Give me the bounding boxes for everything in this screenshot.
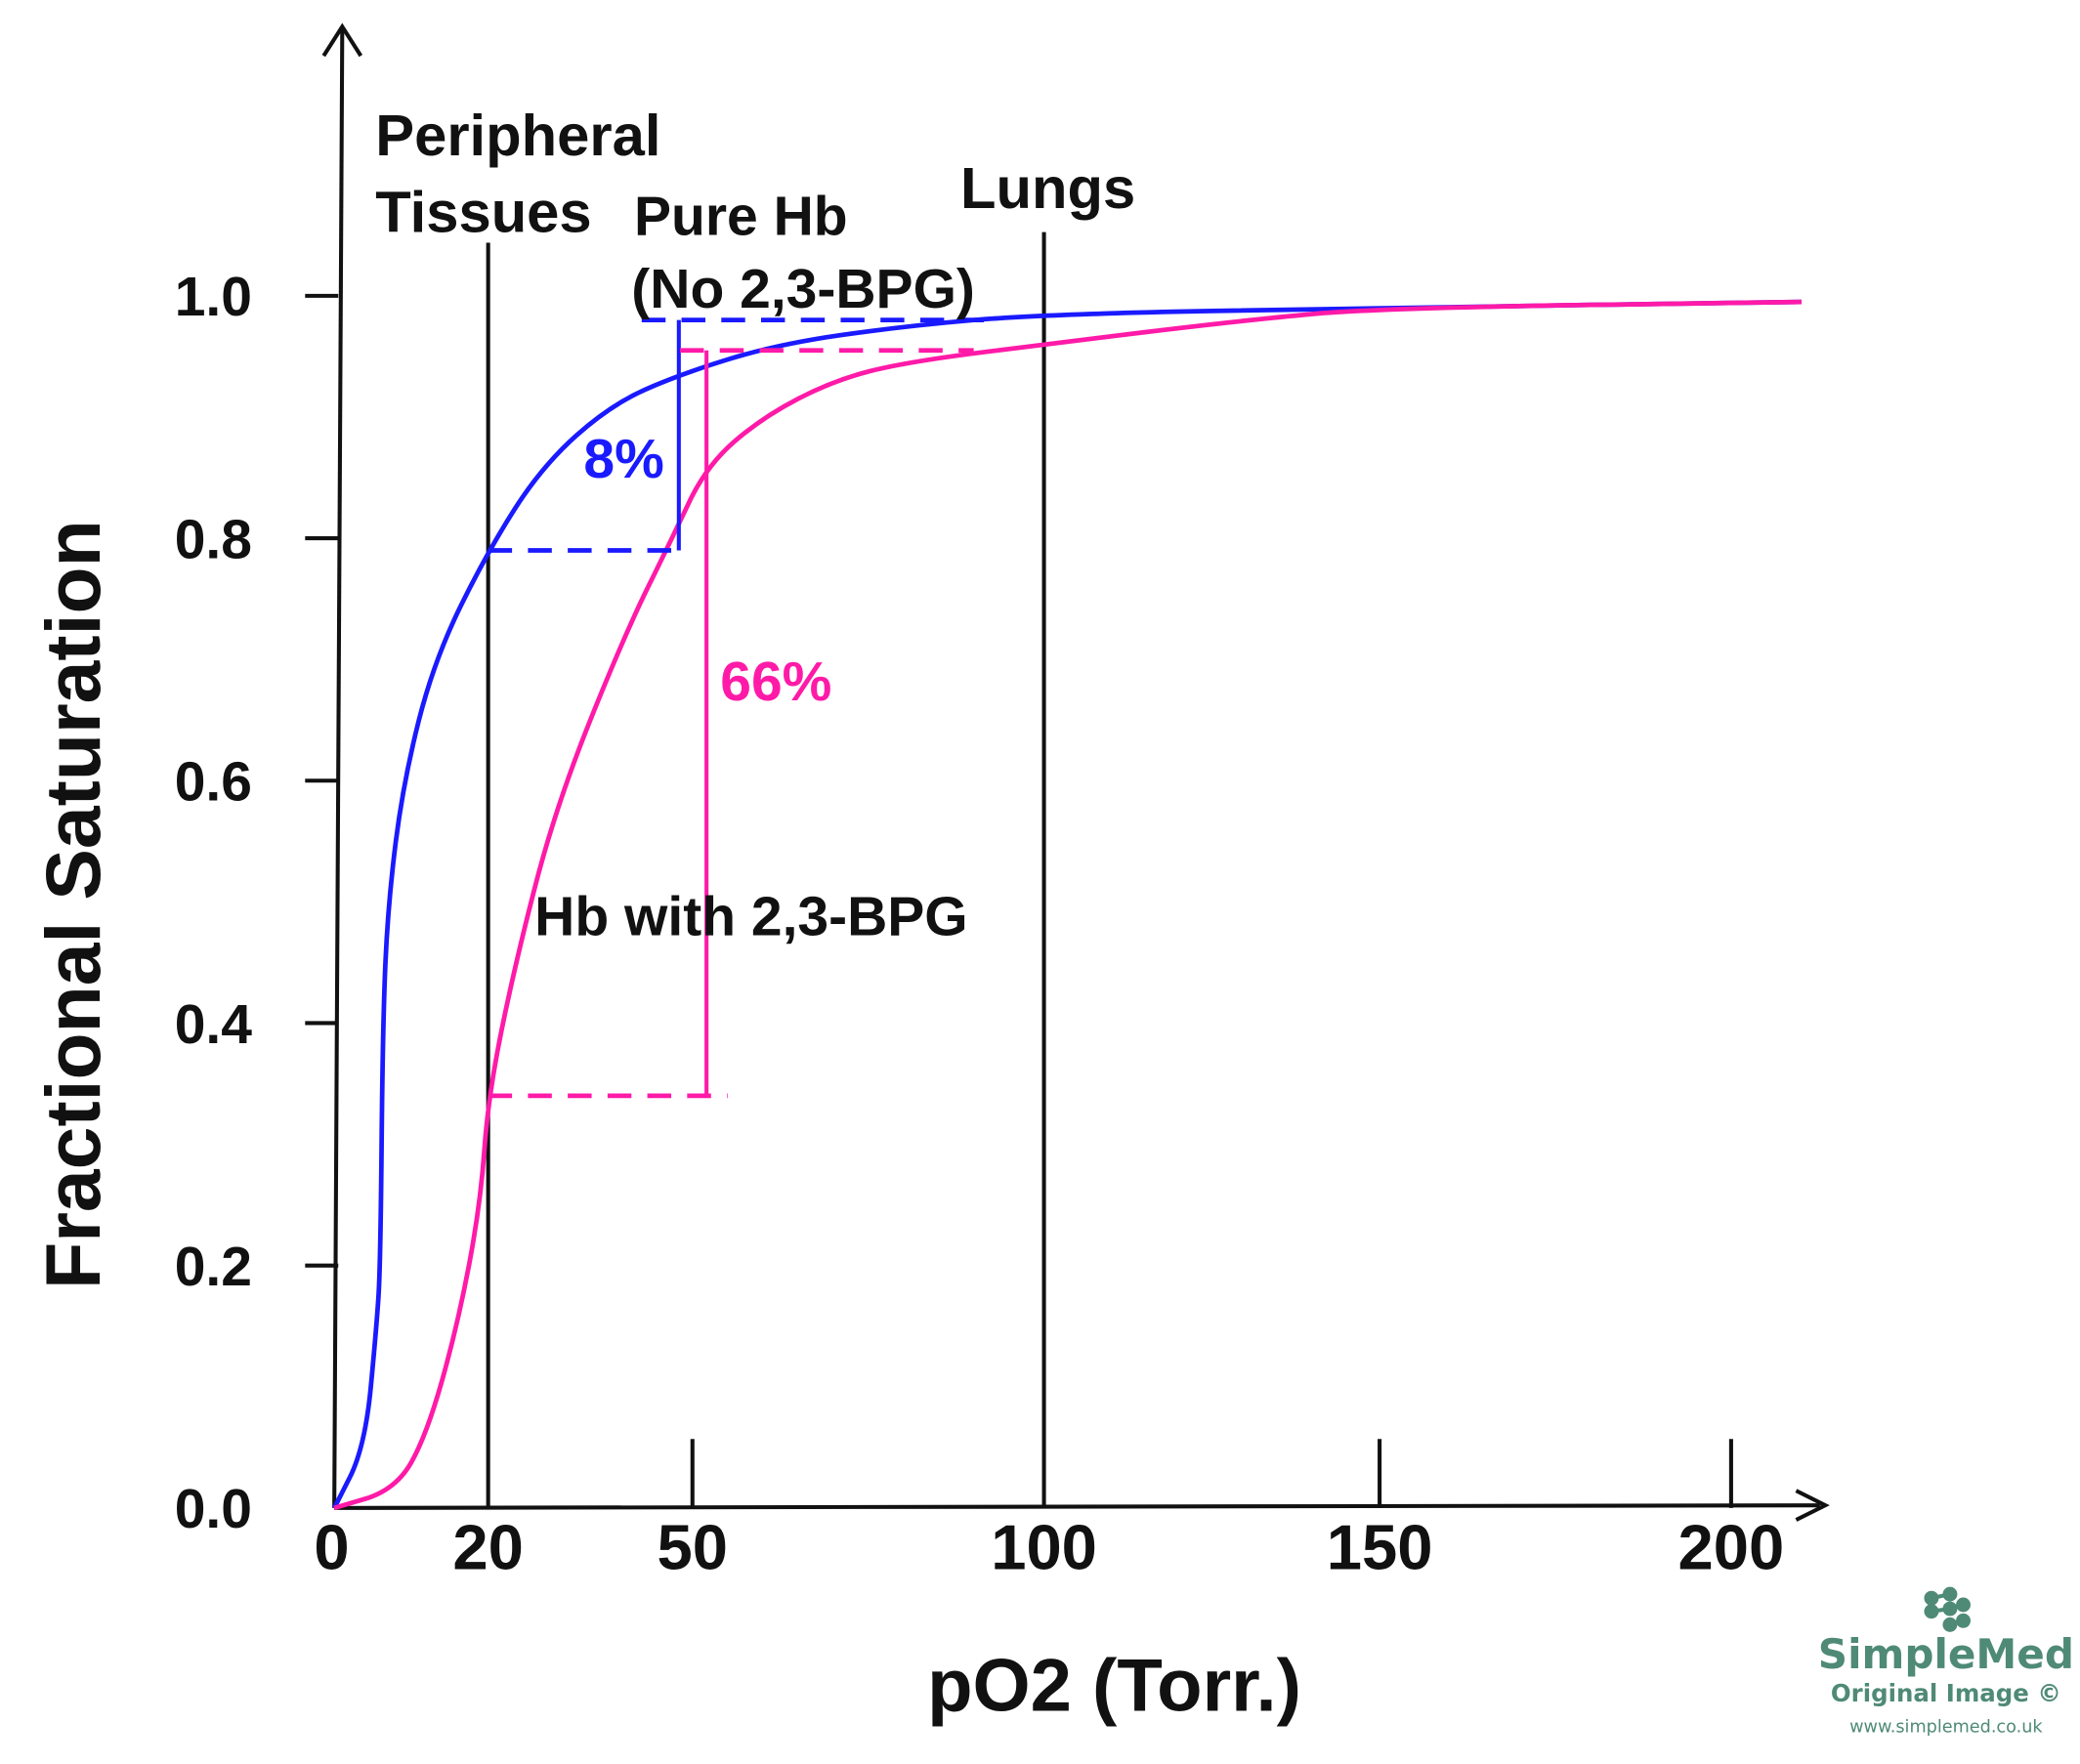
x-axis-line bbox=[334, 1503, 1820, 1510]
x-tick-label: 50 bbox=[658, 1511, 728, 1582]
series-line-hb-with-bpg bbox=[333, 299, 1802, 1511]
annotation-peripheral: Peripheral bbox=[375, 103, 660, 168]
x-axis-label: pO2 (Torr.) bbox=[927, 1645, 1301, 1728]
x-tick-label: 20 bbox=[452, 1511, 523, 1582]
watermark-url: www.simplemed.co.uk bbox=[1849, 1717, 2043, 1737]
marks bbox=[332, 231, 1802, 1511]
x-tick-label: 100 bbox=[991, 1511, 1097, 1582]
x-tick-label: 200 bbox=[1678, 1511, 1785, 1582]
annotation-pink-delta: 66% bbox=[720, 651, 831, 713]
y-tick-label: 0.2 bbox=[175, 1236, 252, 1298]
y-axis-label: Fractional Saturation bbox=[30, 520, 116, 1289]
annotation-hb-with-bpg: Hb with 2,3-BPG bbox=[534, 885, 968, 947]
series-line-pure-hb bbox=[332, 299, 1802, 1509]
annotation-lungs: Lungs bbox=[960, 155, 1135, 221]
y-tick-label: 0.4 bbox=[175, 993, 253, 1056]
y-tick-label: 0.0 bbox=[175, 1478, 252, 1540]
annotation-no-bpg: (No 2,3-BPG) bbox=[631, 258, 975, 320]
y-tick-label: 1.0 bbox=[175, 266, 252, 328]
annotation-tissues: Tissues bbox=[375, 180, 591, 245]
x-axis-arrow-icon bbox=[1795, 1489, 1830, 1522]
y-axis-arrow-icon bbox=[321, 22, 363, 58]
x-tick-label: 150 bbox=[1327, 1511, 1433, 1582]
watermark-line2: Original Image © bbox=[1831, 1679, 2061, 1707]
simplemed-watermark: SimpleMed Original Image © www.simplemed… bbox=[1818, 1586, 2074, 1737]
y-tick-label: 0.8 bbox=[175, 508, 252, 570]
annotation-pure-hb: Pure Hb bbox=[634, 185, 848, 247]
molecule-logo-icon bbox=[1924, 1586, 1971, 1632]
axes: 0.0 0.2 0.4 0.6 0.8 1.0 0 20 50 100 150 200 bbox=[175, 22, 1830, 1582]
y-axis-line bbox=[332, 28, 345, 1508]
y-tick-label: 0.6 bbox=[175, 751, 252, 814]
x-tick-label: 0 bbox=[314, 1511, 349, 1582]
watermark-brand: SimpleMed bbox=[1818, 1630, 2074, 1678]
annotation-blue-delta: 8% bbox=[583, 428, 663, 490]
